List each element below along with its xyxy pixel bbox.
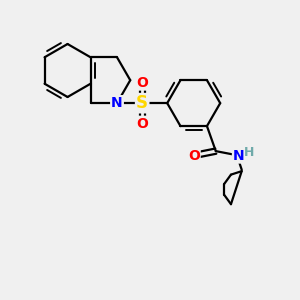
Text: N: N [233,148,244,163]
Text: N: N [111,96,123,110]
Text: O: O [136,117,148,131]
Text: H: H [244,146,254,158]
Text: S: S [136,94,148,112]
Text: O: O [188,148,200,163]
Text: O: O [136,76,148,89]
